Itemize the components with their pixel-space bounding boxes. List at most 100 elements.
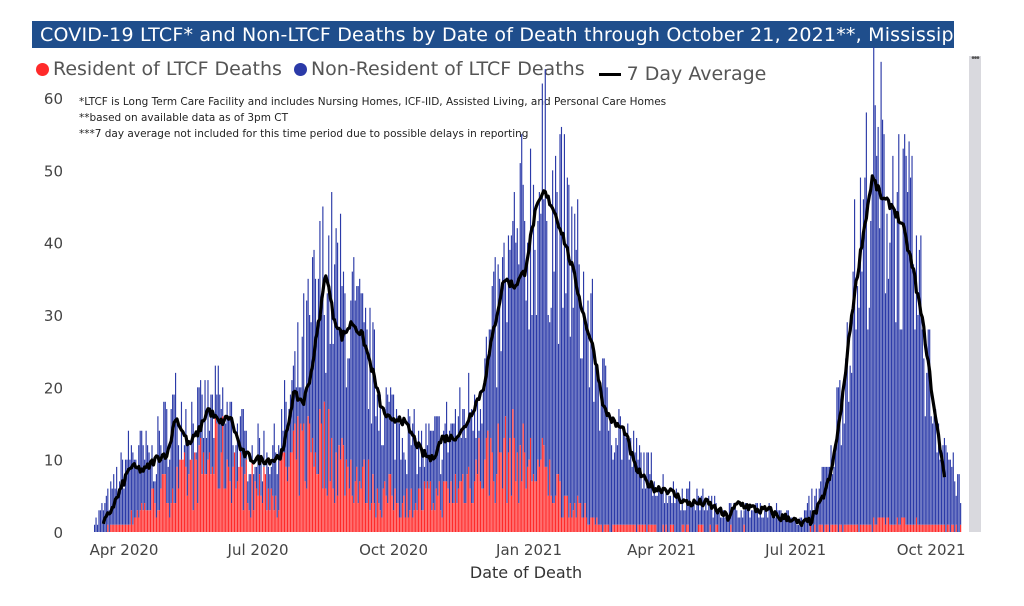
bar-non-resident [481,423,483,489]
bar-non-resident [664,503,666,532]
bar-resident [566,495,568,532]
bar-non-resident [946,452,948,525]
bar-resident [113,524,115,532]
bar-non-resident [469,416,471,489]
bar-non-resident [357,286,359,504]
bar-non-resident [344,293,346,496]
bar-non-resident [443,430,445,482]
bar-non-resident [460,437,462,482]
bar-non-resident [911,155,913,525]
bar-non-resident [475,437,477,460]
bar-non-resident [746,503,748,532]
chart-title-bar: COVID-19 LTCF* and Non-LTCF Deaths by Da… [32,21,971,48]
line-icon [598,72,621,76]
bar-non-resident [164,401,166,475]
bar-resident [326,495,328,532]
bar-non-resident [599,430,601,525]
bar-resident [347,466,349,532]
legend-item-7-day-average[interactable]: 7 Day Average [597,63,766,85]
bar-resident [494,503,496,532]
bar-non-resident [177,445,180,489]
bar-resident [560,517,563,532]
bar-non-resident [384,409,386,482]
bar-non-resident [936,452,938,525]
legend-item-non-resident[interactable]: Non-Resident of LTCF Deaths [293,58,585,80]
bar-non-resident [690,503,692,532]
bar-resident [319,409,321,532]
bar-resident [183,452,185,532]
bar-non-resident [577,199,579,496]
bar-resident [544,466,546,532]
bar-resident [365,503,367,532]
bar-resident [864,524,866,532]
bar-resident [415,503,417,532]
bar-non-resident [793,517,795,532]
bar-resident [942,524,944,532]
bar-non-resident [590,293,592,518]
bar-resident [643,524,645,532]
bar-non-resident [515,242,517,482]
bar-resident [356,466,358,532]
bar-non-resident [527,242,529,467]
bar-non-resident [135,459,137,518]
bar-resident [585,517,588,532]
bar-resident [862,524,864,532]
legend-item-resident[interactable]: Resident of LTCF Deaths [36,58,282,80]
bar-non-resident [202,437,205,453]
bar-non-resident [621,459,623,525]
bar-resident [332,488,334,532]
bar-non-resident [752,510,754,532]
bar-non-resident [326,293,328,496]
footnote-average: ***7 day average not included for this t… [79,128,529,140]
bar-resident [493,481,495,532]
bar-non-resident [154,481,156,504]
bar-resident [273,510,275,532]
bar-resident [244,474,246,532]
bar-resident [532,474,535,532]
bar-resident [325,488,327,532]
bar-resident [671,524,673,532]
bar-non-resident [777,510,779,532]
chart-footnotes: *LTCF is Long Term Care Facility and inc… [79,94,666,142]
bar-non-resident [306,300,308,489]
bar-resident [556,474,558,532]
bar-resident [475,459,477,532]
bar-resident [286,481,289,532]
scrollbar[interactable] [969,56,981,532]
bar-resident [840,524,842,532]
bar-resident [476,474,479,532]
bar-non-resident [637,459,639,525]
bar-non-resident [708,495,710,532]
bar-resident [462,474,464,532]
bar-resident [443,481,445,532]
bar-non-resident [230,401,233,504]
bar-non-resident [410,445,412,489]
bar-non-resident [594,358,596,525]
bar-non-resident [905,155,907,525]
bar-non-resident [250,474,252,518]
bar-resident [176,466,178,532]
bar-resident [596,517,598,532]
bar-non-resident [434,416,436,511]
bar-resident [867,524,869,532]
bar-non-resident [456,437,458,504]
bar-resident [320,423,322,532]
bar-resident [886,517,888,532]
bar-non-resident [155,474,158,518]
bar-resident [441,517,443,532]
bar-resident [491,452,493,532]
bar-non-resident [893,213,895,525]
bar-resident [457,488,459,532]
bar-non-resident [263,430,265,467]
bar-non-resident [652,495,654,525]
bar-resident [821,524,823,532]
bar-non-resident [401,437,403,504]
bar-resident [896,517,898,532]
bar-non-resident [876,155,878,525]
bar-non-resident [145,430,147,511]
bar-non-resident [773,517,775,532]
bar-non-resident [951,466,953,525]
bar-non-resident [927,329,929,525]
bar-non-resident [392,394,395,511]
more-options-icon[interactable]: ••• [971,53,980,64]
